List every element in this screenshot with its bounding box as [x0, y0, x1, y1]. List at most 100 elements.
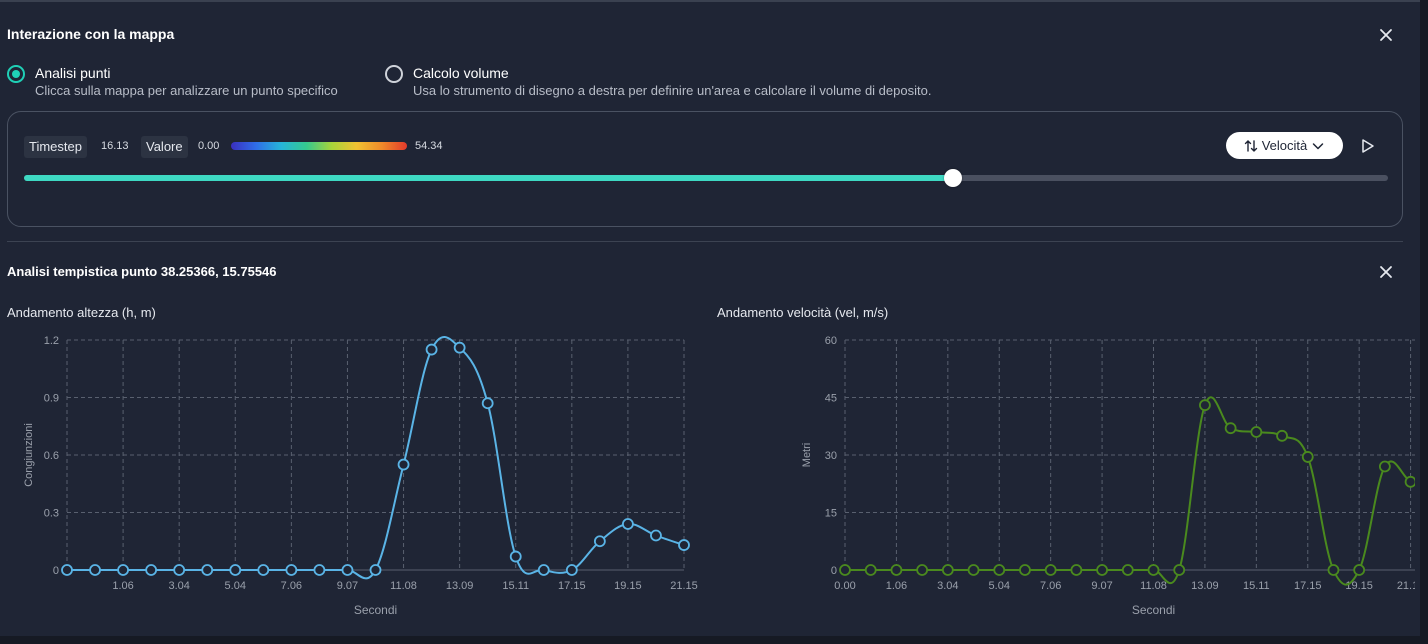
close-panel-button[interactable] — [1378, 27, 1394, 43]
data-point — [313, 564, 326, 576]
x-tick-label: 3.04 — [168, 580, 189, 592]
radio-analisi-punti[interactable] — [7, 65, 25, 83]
variable-dropdown[interactable]: Velocità — [1226, 132, 1343, 159]
data-point — [678, 539, 690, 551]
data-point — [229, 564, 242, 576]
x-tick-label: 15.11 — [502, 580, 529, 592]
data-point — [1301, 451, 1314, 463]
x-tick-label: 5.04 — [225, 580, 246, 592]
data-point — [145, 564, 158, 576]
x-tick-label: 21.15 — [670, 580, 698, 592]
data-point — [593, 535, 606, 548]
x-tick-label: 5.04 — [989, 580, 1010, 592]
y-axis-label: Metri — [801, 443, 813, 467]
x-axis-label: Secondi — [354, 603, 397, 617]
radio-calcolo-volume[interactable] — [385, 65, 403, 83]
data-point — [565, 564, 578, 576]
x-tick-label: 9.07 — [337, 580, 358, 592]
data-point — [916, 564, 929, 576]
series-line — [845, 396, 1415, 586]
y-tick-label: 60 — [825, 335, 837, 347]
section-divider — [7, 241, 1403, 242]
close-icon — [1380, 266, 1392, 278]
data-point — [285, 564, 298, 576]
x-tick-label: 0.00 — [834, 580, 855, 592]
mode-calcolo-volume[interactable]: Calcolo volume Usa lo strumento di diseg… — [385, 64, 931, 99]
colorbar — [231, 142, 407, 150]
sort-arrows-icon — [1244, 139, 1257, 152]
mode-description: Usa lo strumento di disegno a destra per… — [413, 83, 932, 98]
data-point — [1327, 564, 1340, 576]
valore-label: Valore — [141, 136, 188, 158]
x-tick-label: 15.11 — [1243, 580, 1270, 592]
y-tick-label: 1.2 — [44, 335, 59, 347]
colorbar-min: 0.00 — [198, 140, 220, 152]
x-tick-label: 13.09 — [446, 580, 474, 592]
data-point — [1199, 399, 1211, 412]
data-point — [61, 564, 73, 576]
mode-analisi-punti[interactable]: Analisi punti Clicca sulla mappa per ana… — [7, 64, 338, 99]
data-point — [341, 564, 354, 576]
data-point — [941, 564, 954, 576]
play-button[interactable] — [1360, 137, 1376, 155]
y-tick-label: 45 — [825, 393, 837, 405]
close-icon — [1380, 29, 1392, 41]
y-tick-label: 15 — [825, 508, 837, 520]
y-tick-label: 0.9 — [44, 393, 59, 405]
timestep-label: Timestep — [24, 136, 87, 158]
timeline-thumb[interactable] — [943, 169, 962, 187]
play-icon — [1362, 139, 1374, 153]
mode-label: Analisi punti — [35, 65, 111, 81]
x-tick-label: 11.08 — [390, 580, 417, 592]
variable-label: Velocità — [1261, 138, 1308, 153]
data-point — [864, 564, 877, 576]
y-tick-label: 0 — [831, 565, 837, 577]
x-tick-label: 7.06 — [281, 580, 302, 592]
height-chart: 0 0.3 0.6 0.9 1.2 1.06 3.04 5.04 7.06 9.07 11.08 13… — [23, 335, 698, 617]
x-tick-label: 17.15 — [1294, 580, 1322, 592]
data-point — [1121, 564, 1134, 576]
data-point — [173, 564, 186, 576]
x-tick-label: 1.06 — [112, 580, 133, 592]
analysis-title: Analisi tempistica punto 38.25366, 15.75… — [7, 264, 277, 279]
y-tick-label: 30 — [825, 450, 837, 462]
timeline-player: Timestep 16.13 Valore 0.00 54.34 Velocit… — [7, 111, 1403, 227]
data-point — [1224, 422, 1237, 435]
mode-label: Calcolo volume — [413, 65, 509, 81]
data-point — [1250, 426, 1263, 438]
timeline-slider[interactable] — [24, 169, 1388, 187]
data-point — [967, 564, 980, 576]
data-point — [1173, 564, 1186, 576]
colorbar-max: 54.34 — [415, 140, 443, 152]
x-tick-label: 13.09 — [1191, 580, 1219, 592]
mode-description: Clicca sulla mappa per analizzare un pun… — [35, 83, 338, 98]
data-point — [1378, 460, 1391, 473]
x-tick-label: 19.15 — [1345, 580, 1373, 592]
velocity-chart: 0 15 30 45 60 0.00 1.06 3.04 5.04 7.06 9.07 11.08 13… — [801, 335, 1415, 617]
data-point — [117, 564, 129, 576]
x-tick-label: 17.15 — [558, 580, 586, 592]
x-tick-label: 19.15 — [614, 580, 642, 592]
data-point — [89, 564, 101, 576]
x-tick-label: 21.15 — [1397, 580, 1415, 592]
data-point — [397, 458, 410, 471]
panel-title: Interazione con la mappa — [7, 26, 175, 42]
data-point — [1404, 475, 1415, 488]
x-tick-label: 9.07 — [1091, 580, 1112, 592]
timeline-progress — [24, 175, 953, 181]
close-analysis-button[interactable] — [1378, 264, 1394, 280]
data-point — [993, 564, 1006, 576]
series-line — [67, 336, 685, 580]
data-point — [509, 550, 522, 563]
x-tick-label: 7.06 — [1040, 580, 1061, 592]
data-point — [481, 397, 494, 410]
timestep-value: 16.13 — [101, 140, 129, 152]
data-point — [369, 564, 382, 576]
data-point — [537, 564, 550, 576]
data-point — [453, 341, 466, 354]
data-point — [1147, 564, 1160, 576]
chevron-down-icon — [1313, 142, 1324, 149]
data-point — [1096, 564, 1108, 576]
x-tick-label: 3.04 — [937, 580, 958, 592]
y-tick-label: 0 — [53, 565, 59, 577]
